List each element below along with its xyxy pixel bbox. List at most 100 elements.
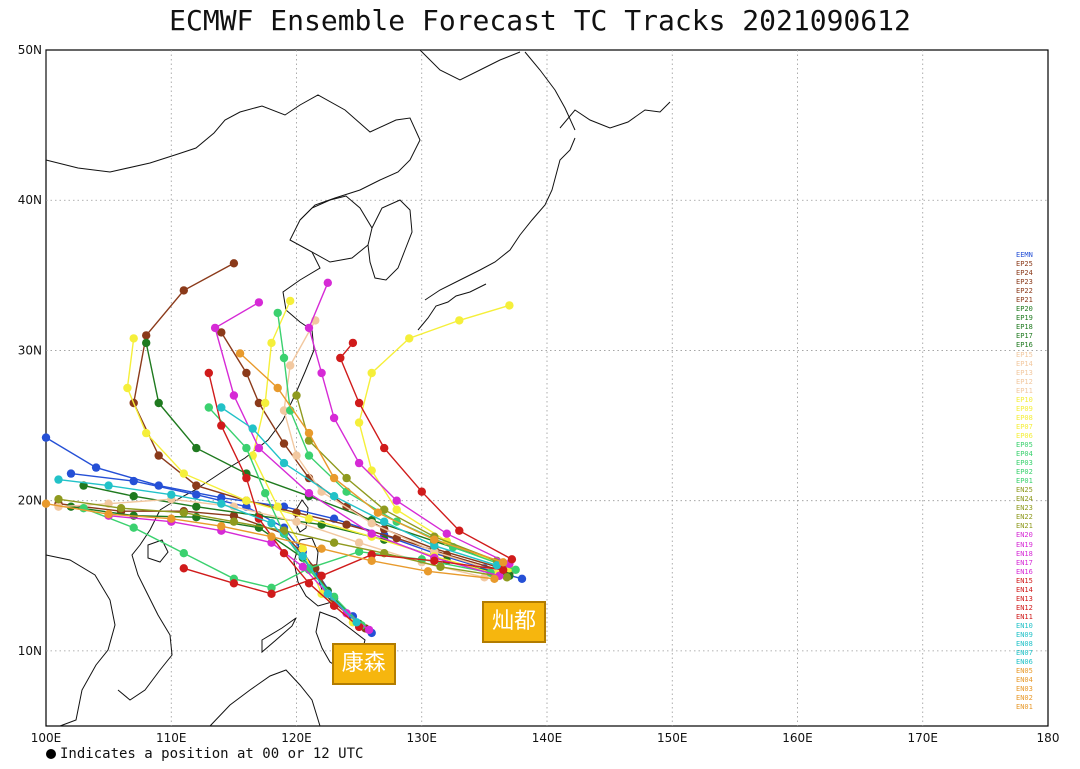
track-point	[304, 451, 314, 460]
track-point	[154, 398, 163, 408]
track-point	[430, 535, 439, 544]
track-point	[279, 406, 289, 415]
track-point	[66, 469, 76, 478]
track-point	[229, 259, 239, 268]
legend-entry: EN16	[1016, 567, 1033, 576]
legend-entry: EN10	[1016, 621, 1033, 630]
track-point	[104, 481, 113, 490]
legend-entry: EP13	[1016, 368, 1033, 377]
track-point	[91, 463, 101, 472]
x-tick-label: 160E	[782, 731, 813, 745]
track-point	[142, 338, 151, 348]
track-point	[354, 458, 364, 468]
x-tick-label: 100E	[31, 731, 62, 745]
x-tick-label: 170E	[908, 731, 939, 745]
track-point	[505, 301, 514, 310]
coastline-korea	[367, 199, 413, 281]
track-point	[492, 561, 502, 570]
track-point	[317, 571, 326, 580]
legend-entry: EP16	[1016, 341, 1033, 350]
legend-entry: EP10	[1016, 395, 1033, 404]
track-point	[229, 391, 239, 400]
track-point	[436, 562, 445, 571]
track-point	[304, 579, 314, 588]
track-point	[354, 547, 364, 556]
x-tick-label: 140E	[532, 731, 563, 745]
track-point	[217, 403, 226, 412]
track-point	[367, 529, 376, 538]
legend-entry: EP02	[1016, 468, 1033, 477]
track-point	[267, 532, 276, 541]
track-point	[254, 398, 264, 408]
legend-entry: EP18	[1016, 323, 1033, 332]
y-tick-label: 50N	[18, 43, 42, 57]
coastline-russia	[45, 49, 521, 150]
track-point	[511, 565, 520, 574]
track-point	[129, 334, 138, 343]
track-point	[354, 398, 364, 408]
track-point	[142, 428, 151, 438]
track-point	[192, 490, 201, 499]
y-tick-label: 20N	[18, 494, 42, 508]
legend-entry: EP14	[1016, 359, 1033, 368]
track-point	[507, 555, 517, 564]
legend-entry: EN15	[1016, 576, 1033, 585]
track-point	[352, 618, 361, 627]
track-point	[217, 421, 226, 430]
track-point	[104, 510, 113, 519]
track-point	[261, 398, 270, 408]
track-point	[242, 496, 251, 505]
track-point	[129, 523, 138, 532]
track-point	[54, 495, 63, 504]
legend-entry: EP07	[1016, 422, 1033, 431]
track-point	[292, 517, 301, 526]
legend-entry: EN02	[1016, 694, 1033, 703]
legend-entry: EP08	[1016, 413, 1033, 422]
coastline-japan-shikoku-kyushu	[417, 283, 487, 331]
legend-entry: EP03	[1016, 459, 1033, 468]
track-point	[417, 487, 426, 496]
track-point	[304, 428, 314, 438]
track-point	[354, 418, 364, 427]
legend-entry: EP11	[1016, 386, 1033, 395]
track-point	[367, 550, 376, 559]
track-point	[54, 475, 63, 484]
track-point	[317, 368, 326, 378]
track-point	[123, 383, 132, 393]
legend-entry: EP20	[1016, 305, 1033, 314]
track-line	[132, 262, 510, 574]
track-point	[430, 556, 439, 565]
legend-entry: EN04	[1016, 676, 1033, 685]
track-point	[167, 514, 176, 523]
legend-entry: EN09	[1016, 630, 1033, 639]
track-point	[267, 338, 276, 348]
x-tick-label: 120E	[281, 731, 312, 745]
track-point	[235, 349, 245, 358]
legend-entry: EP23	[1016, 278, 1033, 287]
chart-title: ECMWF Ensemble Forecast TC Tracks 202109…	[169, 4, 911, 37]
track-point	[279, 439, 289, 448]
legend-entry: EP04	[1016, 450, 1033, 459]
track-point	[41, 433, 51, 442]
track-point	[392, 505, 401, 514]
track-point	[229, 511, 239, 520]
track-point	[329, 538, 339, 547]
track-line	[283, 320, 498, 572]
track-point	[273, 502, 282, 511]
legend-entry: EN03	[1016, 685, 1033, 694]
track-point	[279, 526, 289, 535]
legend-entry: EN17	[1016, 558, 1033, 567]
track-point	[179, 564, 188, 573]
legend-entry: EN08	[1016, 640, 1033, 649]
track-point	[342, 473, 351, 483]
track-point	[41, 499, 51, 508]
ensemble-tracks	[41, 259, 527, 638]
track-point	[204, 403, 213, 412]
track-point	[129, 492, 138, 501]
coastline-indochina	[45, 554, 116, 727]
track-point	[286, 296, 295, 306]
legend-entry: EN13	[1016, 594, 1033, 603]
track-point	[242, 443, 251, 453]
x-tick-label: 130E	[407, 731, 438, 745]
